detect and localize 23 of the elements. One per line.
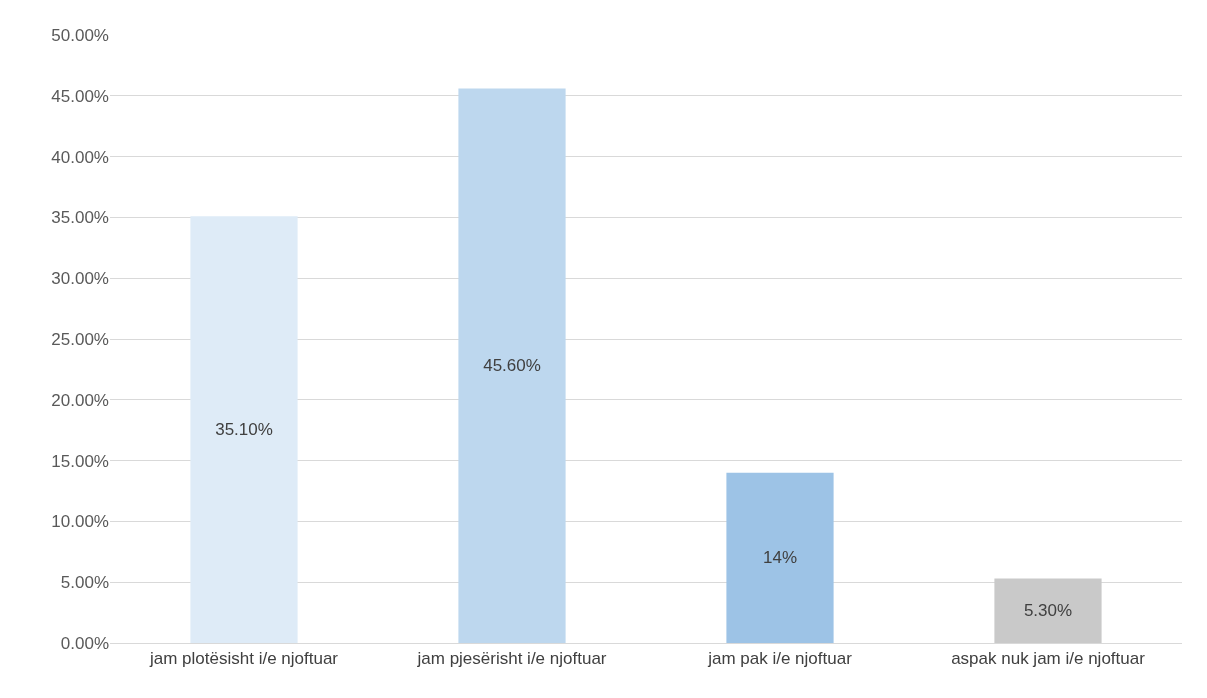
data-label: 5.30% bbox=[1023, 601, 1073, 621]
bar bbox=[458, 88, 566, 643]
y-tick-label: 0.00% bbox=[60, 633, 109, 653]
y-tick-label: 25.00% bbox=[51, 329, 109, 349]
data-label: 35.10% bbox=[215, 420, 273, 440]
x-tick-label: jam pak i/e njoftuar bbox=[707, 649, 853, 669]
y-tick-label: 10.00% bbox=[51, 512, 109, 532]
x-tick-label: jam pjesërisht i/e njoftuar bbox=[416, 649, 607, 669]
y-tick-label: 40.00% bbox=[51, 147, 109, 167]
y-tick-label: 45.00% bbox=[51, 86, 109, 106]
y-tick-label: 35.00% bbox=[51, 208, 109, 228]
data-label: 45.60% bbox=[483, 356, 541, 376]
data-label: 14% bbox=[762, 548, 798, 568]
y-tick-label: 50.00% bbox=[51, 25, 109, 45]
bar bbox=[726, 472, 834, 643]
y-tick-label: 15.00% bbox=[51, 451, 109, 471]
bar bbox=[994, 578, 1102, 643]
bar bbox=[190, 216, 298, 643]
x-tick-label: jam plotësisht i/e njoftuar bbox=[148, 649, 339, 669]
y-tick-label: 5.00% bbox=[60, 573, 109, 593]
x-tick-label: aspak nuk jam i/e njoftuar bbox=[951, 649, 1146, 669]
y-tick-label: 20.00% bbox=[51, 390, 109, 410]
y-tick-label: 30.00% bbox=[51, 269, 109, 289]
